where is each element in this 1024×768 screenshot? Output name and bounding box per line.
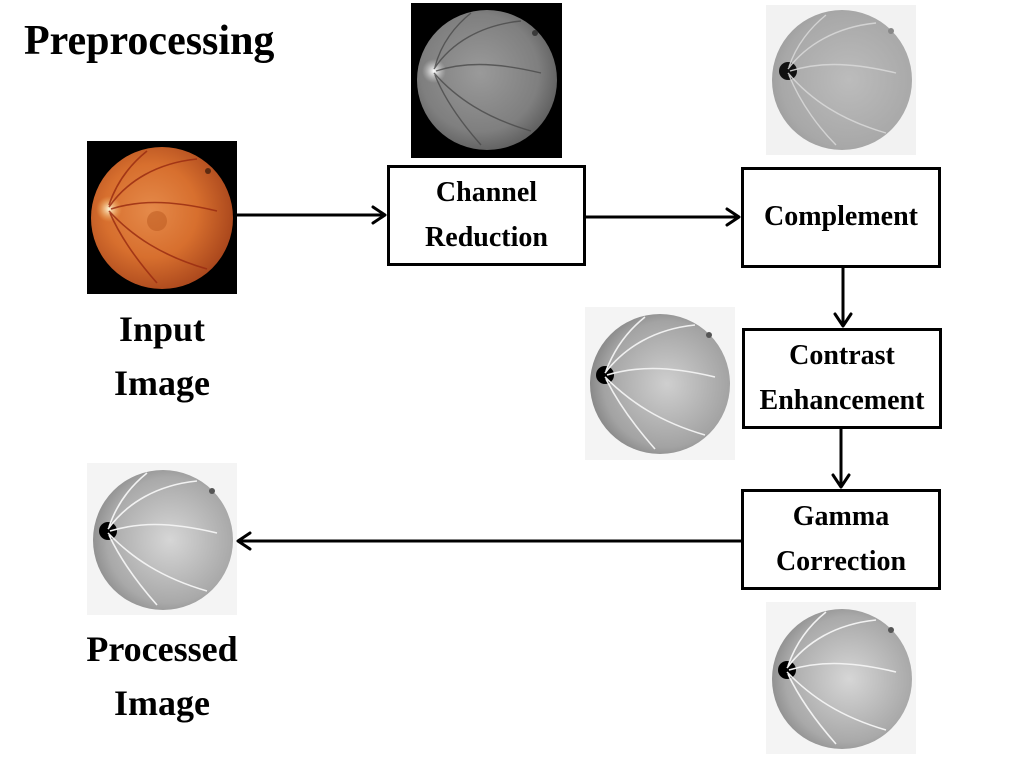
complement-label: Complement [764,201,918,233]
processed-fundus-image [87,463,237,615]
contrast-enhancement-image [585,307,735,460]
arrow-channel-reduction-to-complement [584,207,741,227]
gamma-correction-label: Gamma Correction [775,500,907,577]
complement-box: Complement [741,167,941,268]
channel-reduction-box: Channel Reduction [387,165,586,266]
complement-image [766,5,916,155]
input-fundus-image [87,141,237,294]
arrow-contrast-to-gamma [831,427,851,489]
input-image-label: Input Image [114,309,210,403]
contrast-enhancement-label: Contrast Enhancement [759,339,925,416]
arrow-complement-to-contrast [833,266,853,328]
channel-reduction-image [411,3,562,158]
processed-image-label: Processed Image [86,629,238,723]
gamma-correction-image [766,602,916,754]
channel-reduction-label: Channel Reduction [425,176,548,253]
arrow-input-to-channel-reduction [235,205,387,225]
gamma-correction-box: Gamma Correction [741,489,941,590]
arrow-gamma-to-processed [236,531,743,551]
diagram-title: Preprocessing [24,18,275,64]
contrast-enhancement-box: Contrast Enhancement [742,328,942,429]
